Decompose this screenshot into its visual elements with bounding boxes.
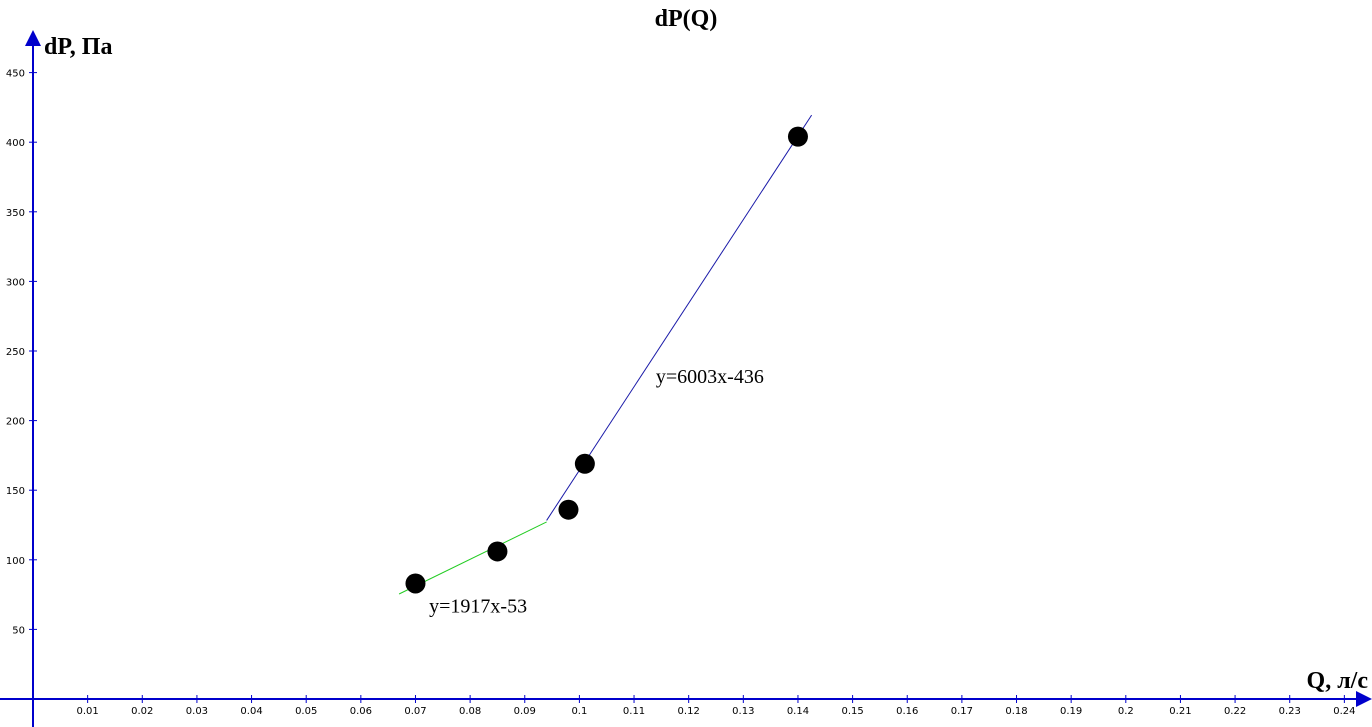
- x-axis-arrow: [1356, 691, 1372, 707]
- trend-line-2: [546, 114, 813, 521]
- y-tick-label: 100: [6, 556, 25, 567]
- axes: [0, 30, 1372, 727]
- y-tick-label: 350: [6, 208, 25, 219]
- x-tick-label: 0.21: [1169, 706, 1191, 717]
- x-tick-label: 0.07: [404, 706, 426, 717]
- x-tick-label: 0.24: [1333, 706, 1355, 717]
- x-tick-label: 0.04: [240, 706, 262, 717]
- y-axis-ticks: 50 100 150 200 250 300 350 400 450: [6, 69, 37, 636]
- y-axis-arrow: [25, 30, 41, 46]
- trend-equation-2: y=6003x-436: [656, 366, 764, 388]
- y-tick-label: 400: [6, 138, 25, 149]
- x-tick-label: 0.01: [77, 706, 99, 717]
- x-tick-label: 0.17: [951, 706, 973, 717]
- y-tick-label: 250: [6, 347, 25, 358]
- x-tick-label: 0.08: [459, 706, 481, 717]
- x-tick-label: 0.12: [678, 706, 700, 717]
- y-tick-label: 300: [6, 277, 25, 288]
- x-tick-label: 0.1: [571, 706, 587, 717]
- y-tick-label: 50: [12, 625, 25, 636]
- x-tick-label: 0.03: [186, 706, 208, 717]
- x-tick-label: 0.18: [1005, 706, 1027, 717]
- x-tick-label: 0.2: [1118, 706, 1134, 717]
- data-point: [787, 126, 808, 147]
- data-point: [405, 573, 426, 594]
- trend-equations: y=1917x-53 y=6003x-436: [429, 366, 764, 618]
- data-point: [558, 499, 579, 520]
- x-tick-label: 0.11: [623, 706, 645, 717]
- x-axis-ticks: 0.01 0.02 0.03 0.04 0.05 0.06 0.07 0.08 0.09 0.1 0…: [77, 695, 1355, 717]
- x-tick-label: 0.23: [1279, 706, 1301, 717]
- y-axis-label: dP, Па: [44, 34, 112, 60]
- y-tick-label: 150: [6, 486, 25, 497]
- x-tick-label: 0.15: [841, 706, 863, 717]
- trend-lines: [398, 114, 813, 595]
- y-tick-label: 450: [6, 69, 25, 80]
- data-point: [487, 541, 508, 562]
- trend-equation-1: y=1917x-53: [429, 596, 527, 618]
- x-axis-label: Q, л/с: [1307, 668, 1369, 694]
- x-tick-label: 0.14: [787, 706, 809, 717]
- x-tick-label: 0.19: [1060, 706, 1082, 717]
- x-tick-label: 0.22: [1224, 706, 1246, 717]
- x-tick-label: 0.16: [896, 706, 918, 717]
- x-tick-label: 0.13: [732, 706, 754, 717]
- y-tick-label: 200: [6, 417, 25, 428]
- x-tick-label: 0.02: [131, 706, 153, 717]
- x-tick-label: 0.06: [350, 706, 372, 717]
- x-tick-label: 0.09: [514, 706, 536, 717]
- data-point: [574, 453, 595, 474]
- data-points: [405, 126, 808, 594]
- x-tick-label: 0.05: [295, 706, 317, 717]
- chart-title: dP(Q): [655, 6, 718, 32]
